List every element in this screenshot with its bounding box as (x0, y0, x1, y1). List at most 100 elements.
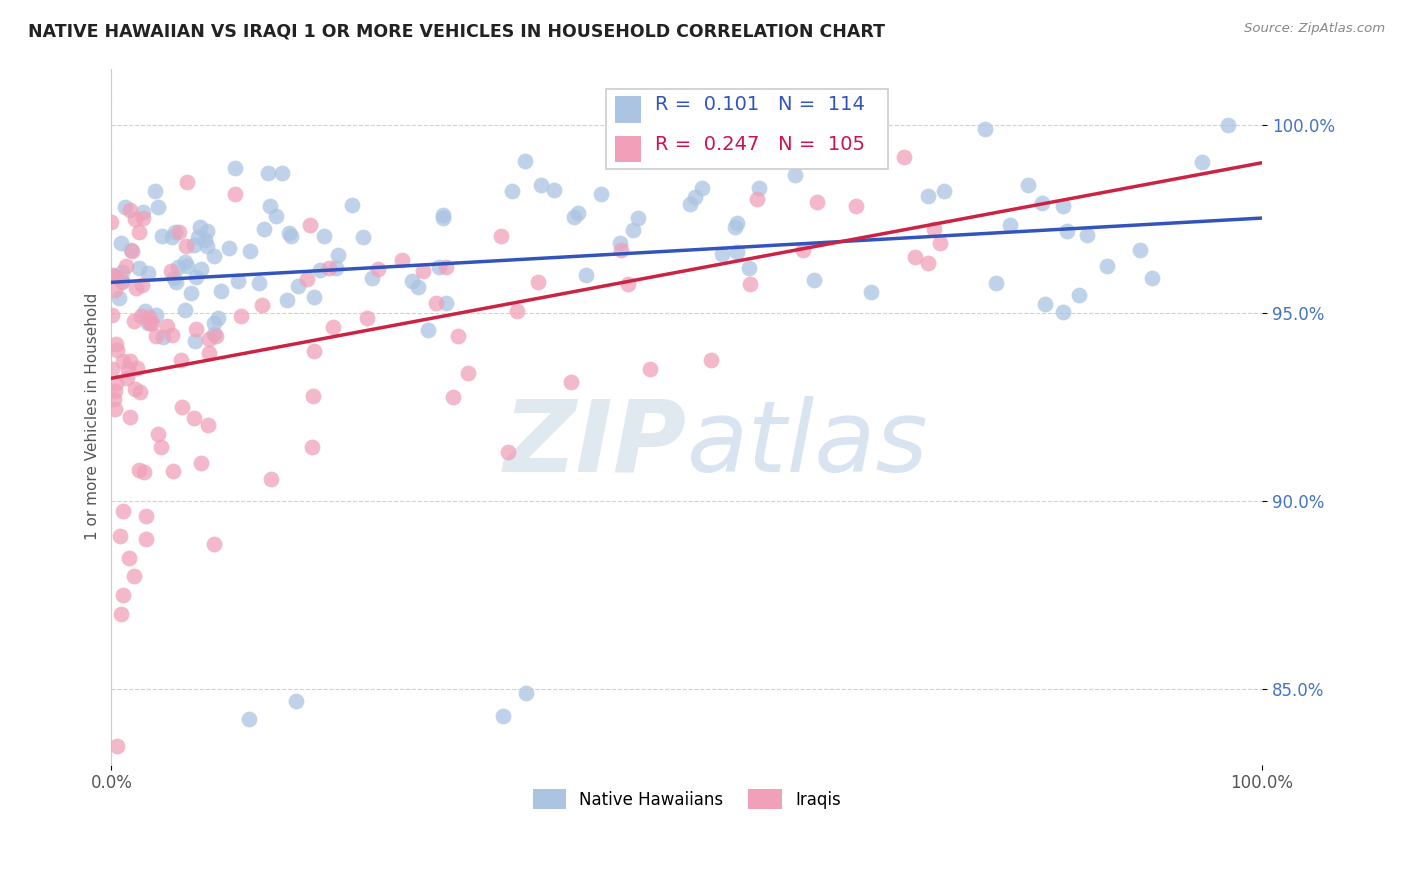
Point (148, 200, 170, 214)
Point (917, 256, 939, 270)
Point (1129, 243, 1152, 257)
Point (1033, 296, 1056, 310)
Point (247, 276, 270, 290)
Point (806, 194, 828, 209)
FancyBboxPatch shape (606, 89, 889, 169)
Point (863, 149, 886, 163)
Point (638, 362, 661, 376)
Point (298, 219, 321, 233)
Point (104, 268, 127, 283)
Point (104, 402, 127, 417)
Point (103, 392, 125, 406)
Point (218, 241, 240, 255)
Point (530, 178, 553, 193)
Point (118, 550, 141, 565)
Point (124, 382, 146, 396)
Point (148, 427, 170, 442)
Point (441, 390, 464, 404)
Point (312, 229, 335, 244)
Point (138, 310, 160, 324)
Point (434, 296, 457, 310)
Point (111, 354, 134, 368)
Point (136, 266, 159, 280)
Point (1017, 178, 1039, 192)
Point (489, 228, 512, 243)
Point (124, 212, 146, 227)
Point (427, 260, 450, 274)
Text: ZIP: ZIP (503, 396, 686, 493)
Point (108, 529, 131, 543)
Point (198, 332, 221, 346)
Point (111, 275, 134, 289)
Point (111, 274, 134, 288)
Point (128, 260, 150, 275)
Point (134, 304, 156, 318)
Point (132, 205, 155, 219)
Point (496, 445, 519, 459)
Point (591, 187, 613, 202)
Point (145, 328, 167, 343)
Point (183, 411, 205, 425)
Point (198, 346, 221, 360)
Point (114, 259, 136, 273)
Point (325, 261, 347, 276)
Point (194, 233, 217, 247)
Point (859, 285, 882, 299)
Point (434, 260, 457, 274)
Point (202, 326, 225, 341)
Point (264, 209, 287, 223)
Point (617, 277, 640, 291)
Point (783, 168, 806, 182)
Point (287, 279, 309, 293)
Point (143, 184, 166, 198)
Point (893, 150, 915, 164)
Point (280, 229, 302, 244)
Point (1052, 199, 1074, 213)
Point (610, 243, 633, 257)
Point (226, 274, 249, 288)
Point (401, 275, 423, 289)
Point (100, 308, 122, 322)
Point (239, 244, 262, 258)
Point (124, 314, 146, 328)
Point (162, 464, 184, 478)
Point (160, 230, 183, 244)
Point (491, 708, 513, 723)
Point (114, 200, 136, 214)
Point (506, 304, 529, 318)
Point (202, 316, 225, 330)
Point (301, 440, 323, 454)
Point (425, 295, 447, 310)
Point (174, 255, 197, 269)
Point (361, 270, 384, 285)
Point (180, 285, 202, 300)
FancyBboxPatch shape (616, 96, 641, 123)
Point (238, 712, 260, 726)
Point (183, 334, 205, 349)
Point (170, 400, 193, 414)
FancyBboxPatch shape (616, 136, 641, 162)
Point (904, 250, 927, 264)
Point (120, 243, 142, 257)
Point (318, 260, 340, 275)
Point (152, 229, 174, 244)
Point (745, 193, 768, 207)
Point (679, 197, 702, 211)
Point (257, 166, 280, 180)
Point (932, 184, 955, 198)
Point (250, 298, 273, 312)
Point (224, 161, 246, 175)
Point (922, 221, 945, 235)
Point (711, 247, 734, 261)
Point (738, 277, 761, 292)
Point (174, 239, 197, 253)
Point (277, 226, 299, 240)
Point (104, 283, 127, 297)
Point (205, 328, 228, 343)
Point (129, 309, 152, 323)
Point (121, 244, 143, 259)
Point (391, 253, 413, 268)
Point (406, 280, 429, 294)
Point (1052, 305, 1074, 319)
Point (567, 206, 589, 220)
